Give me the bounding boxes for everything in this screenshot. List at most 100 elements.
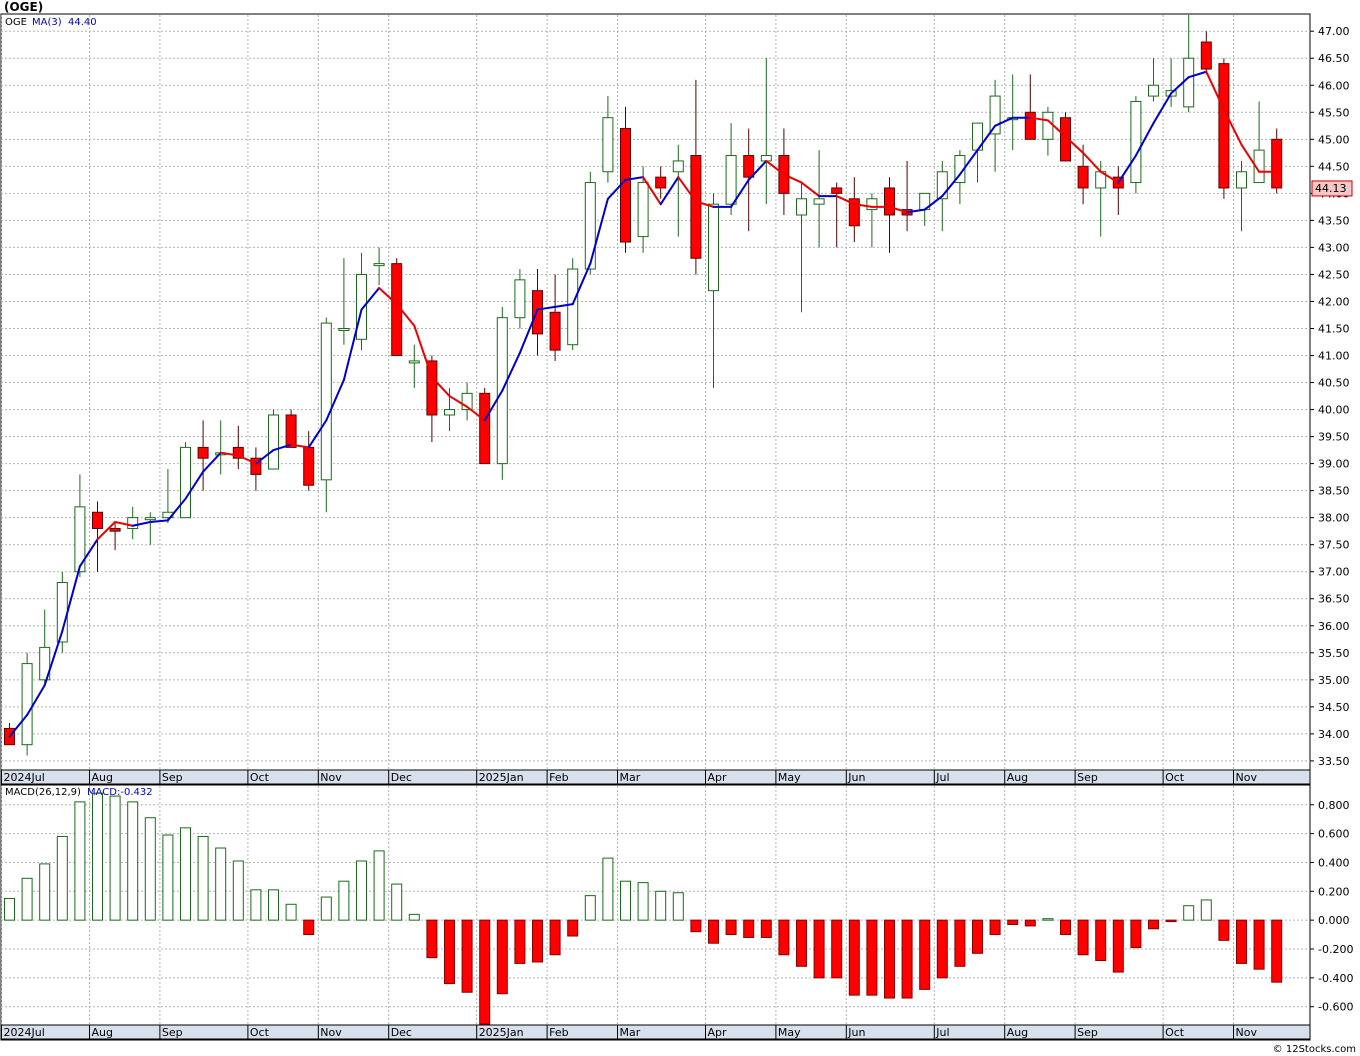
- price-tick-label: 34.00: [1318, 728, 1350, 741]
- ma3-segment: [1099, 170, 1120, 184]
- price-month-label: 2025Jan: [479, 771, 524, 784]
- candle: [408, 344, 420, 388]
- candle-body: [109, 527, 121, 532]
- ma3-segment: [78, 538, 99, 568]
- candle-body: [743, 155, 755, 178]
- candle: [584, 171, 596, 275]
- candle-body: [74, 506, 86, 573]
- candle-body: [285, 414, 297, 448]
- candle: [109, 523, 121, 551]
- candle-body: [1236, 171, 1247, 189]
- ma3-segment: [589, 197, 609, 265]
- price-tick-label: 38.00: [1318, 512, 1350, 525]
- macd-bar: [532, 919, 543, 963]
- candle-body: [1148, 84, 1159, 97]
- ma3-segment: [219, 451, 240, 457]
- ma3-segment: [1170, 76, 1190, 95]
- macd-bar: [39, 863, 51, 921]
- candle: [180, 441, 191, 519]
- candle-body: [426, 360, 438, 416]
- ma3-segment: [624, 176, 645, 181]
- price-month-label: Apr: [708, 771, 728, 784]
- macd-bar: [866, 919, 878, 996]
- symbol-label: OGE: [5, 17, 27, 28]
- candle: [232, 425, 244, 470]
- macd-month-label: Oct: [250, 1026, 270, 1039]
- macd-tick-label: -0.600: [1318, 1001, 1353, 1014]
- macd-bar: [972, 919, 983, 954]
- price-month-label: Mar: [620, 771, 641, 784]
- macd-bar: [144, 817, 156, 921]
- candle: [1024, 74, 1036, 140]
- macd-month-label: Sep: [1077, 1026, 1098, 1039]
- ma3-segment: [8, 713, 29, 738]
- macd-bar: [74, 801, 86, 921]
- candle: [479, 387, 491, 465]
- macd-bar: [338, 880, 350, 921]
- ma3-segment: [1187, 70, 1208, 79]
- candle-body: [479, 392, 491, 465]
- price-month-label: May: [778, 771, 801, 784]
- last-price-tag-box: [1311, 180, 1353, 197]
- candle: [532, 269, 543, 356]
- macd-bar: [848, 919, 860, 996]
- macd-bar: [162, 834, 174, 921]
- macd-bar: [620, 880, 631, 921]
- candle-body: [1077, 165, 1089, 189]
- candle: [268, 409, 279, 470]
- candle-body: [461, 392, 473, 411]
- candle-body: [408, 360, 420, 364]
- ma3-segment: [202, 451, 222, 473]
- ma3-segment: [835, 195, 856, 206]
- candle: [74, 474, 86, 578]
- ma3-segment: [501, 351, 521, 392]
- candle: [813, 150, 825, 248]
- ma3-segment: [395, 303, 416, 327]
- candle: [21, 652, 33, 756]
- candle: [391, 258, 403, 357]
- candle-body: [1218, 63, 1230, 189]
- price-tick-label: 43.00: [1318, 241, 1350, 254]
- candle: [127, 506, 139, 540]
- macd-bar: [602, 857, 614, 921]
- macd-panel: 0.800 0.600 0.400 0.200 0.000 -0.200 -0.400 -0.…: [0, 784, 1353, 1041]
- macd-month-label: 2024Jul: [4, 1026, 45, 1039]
- macd-bar: [831, 919, 843, 979]
- macd-bar: [989, 919, 1001, 936]
- macd-bar: [1148, 919, 1159, 930]
- candle: [690, 79, 702, 275]
- ma3-segment: [782, 173, 803, 184]
- candle: [338, 258, 350, 345]
- ma3-segment: [96, 520, 117, 541]
- candle: [1218, 58, 1230, 199]
- candle-body: [514, 279, 526, 319]
- macd-month-label: Nov: [1236, 1026, 1258, 1039]
- candle: [884, 177, 895, 253]
- candle: [1271, 128, 1283, 194]
- macd-bar: [567, 919, 579, 937]
- macd-bar: [268, 889, 279, 921]
- ma-legend-label: MA(3): [32, 17, 62, 28]
- candle-body: [602, 117, 614, 173]
- candle-body: [338, 327, 350, 331]
- ma3-segment: [237, 454, 257, 465]
- candle: [796, 182, 807, 313]
- macd-bar: [303, 919, 315, 936]
- macd-bar: [285, 903, 297, 921]
- macd-bar: [514, 919, 526, 964]
- price-tick-label: 37.50: [1318, 539, 1350, 552]
- macd-bar: [1077, 919, 1089, 956]
- candle: [602, 96, 614, 183]
- price-month-axis: 2024Jul Aug Sep Oct Nov Dec 2025Jan Feb Mar Apr Ma…: [1, 770, 1257, 784]
- price-tick-label: 39.50: [1318, 431, 1350, 444]
- macd-histogram: [4, 792, 1283, 1025]
- macd-bar: [725, 919, 737, 936]
- candle-body: [180, 446, 191, 519]
- chart-title: (OGE): [4, 0, 43, 14]
- candle-body: [303, 446, 315, 486]
- price-tick-label: 46.00: [1318, 79, 1350, 92]
- macd-bar: [743, 919, 755, 938]
- macd-bar: [796, 919, 807, 967]
- ma3-segment: [325, 378, 345, 422]
- candle: [1236, 160, 1247, 232]
